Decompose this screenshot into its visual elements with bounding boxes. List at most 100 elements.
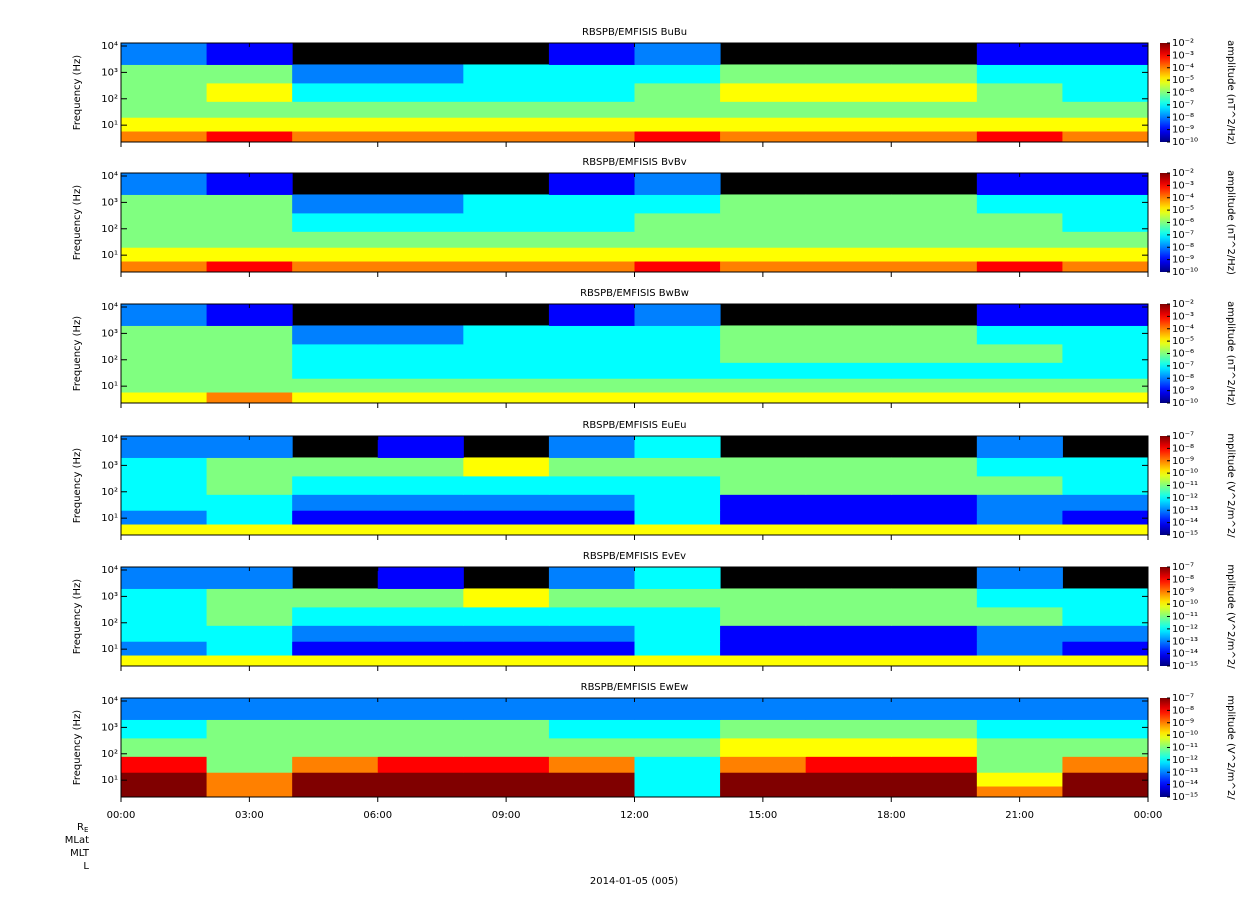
spectrogram-cell <box>292 756 379 773</box>
spectrogram-cell <box>377 261 464 273</box>
spectrogram-cell <box>720 64 807 84</box>
spectrogram-cell <box>548 304 635 326</box>
spectrogram-cell <box>377 117 464 132</box>
spectrogram-cell <box>377 698 464 720</box>
spectrogram-cell <box>1062 82 1149 102</box>
spectrogram-cell <box>377 655 464 667</box>
spectrogram-cell <box>292 212 379 232</box>
spectrogram-cell <box>1062 247 1149 262</box>
spectrogram-cell <box>548 772 635 787</box>
spectrogram-cell <box>206 625 293 642</box>
spectrogram-cell <box>121 524 208 536</box>
spectrogram-cell <box>463 131 550 143</box>
spectrogram-cell <box>634 772 721 787</box>
spectrogram-cell <box>1062 325 1149 345</box>
x-tick-label: 18:00 <box>877 810 906 821</box>
spectrogram-cell <box>720 131 807 143</box>
spectrogram-cell <box>206 304 293 326</box>
colorbar-label: amplitude (nT^2/Hz) <box>1225 301 1236 406</box>
spectrogram-cell <box>805 325 892 345</box>
spectrogram-cell <box>206 212 293 232</box>
spectrogram-cell <box>891 343 978 363</box>
spectrogram-cell <box>377 475 464 495</box>
spectrogram-cell <box>634 436 721 458</box>
spectrogram-cell <box>463 772 550 787</box>
spectrogram-cell <box>463 82 550 102</box>
spectrogram-cell <box>548 173 635 195</box>
spectrogram-cell <box>805 494 892 511</box>
spectrogram-cell <box>548 212 635 232</box>
spectrogram-cell <box>548 475 635 495</box>
spectrogram-cell <box>891 494 978 511</box>
spectrogram-cell <box>1062 101 1149 118</box>
panel-title: RBSPB/EMFISIS BuBu <box>582 27 687 38</box>
spectrogram-cell <box>634 343 721 363</box>
spectrogram-cell <box>548 343 635 363</box>
spectrogram-cell <box>720 212 807 232</box>
spectrogram-cell <box>634 231 721 248</box>
spectrogram-cell <box>976 325 1063 345</box>
spectrogram-cell <box>292 392 379 404</box>
spectrogram-cell <box>292 625 379 642</box>
spectrogram-cell <box>463 588 550 608</box>
spectrogram-cell <box>377 756 464 773</box>
spectrogram-cell <box>121 231 208 248</box>
spectrogram-cell <box>121 475 208 495</box>
spectrogram-cell <box>634 131 721 143</box>
spectrogram-cell <box>206 457 293 477</box>
spectrogram-cell <box>634 304 721 326</box>
spectrogram-cell <box>548 231 635 248</box>
spectrogram-cell <box>1062 343 1149 363</box>
spectrogram-cell <box>891 655 978 667</box>
spectrogram-cell <box>1062 606 1149 626</box>
spectrogram-cell <box>720 625 807 642</box>
spectrogram-cell <box>976 625 1063 642</box>
y-tick-label: 10³ <box>101 328 118 339</box>
spectrogram-cell <box>377 212 464 232</box>
colorbar-tick-label: 10⁻⁴ <box>1172 63 1194 74</box>
spectrogram-cell <box>206 362 293 379</box>
spectrogram-cell <box>720 655 807 667</box>
spectrogram-cell <box>121 212 208 232</box>
y-tick-label: 10³ <box>101 722 118 733</box>
spectrogram-cell <box>548 378 635 393</box>
spectrogram-cell <box>634 698 721 720</box>
spectrogram-cell <box>292 194 379 214</box>
spectrogram-cell <box>121 510 208 525</box>
spectrogram-cell <box>292 786 379 798</box>
spectrogram-cell <box>548 567 635 589</box>
x-tick-label: 00:00 <box>1134 810 1163 821</box>
y-tick-label: 10³ <box>101 197 118 208</box>
spectrogram-cell <box>1062 43 1149 65</box>
spectrogram-cell <box>206 325 293 345</box>
panel-title: RBSPB/EMFISIS EvEv <box>583 551 686 562</box>
colorbar-tick-label: 10⁻¹¹ <box>1172 481 1198 492</box>
spectrogram-cell <box>121 378 208 393</box>
spectrogram-cell <box>206 131 293 143</box>
spectrogram-cell <box>720 82 807 102</box>
spectrogram-cell <box>463 719 550 739</box>
spectrogram-cell <box>463 641 550 656</box>
spectrogram-cell <box>1062 131 1149 143</box>
spectrogram-cell <box>634 117 721 132</box>
colorbar-tick-label: 10⁻⁸ <box>1172 705 1194 716</box>
spectrogram-cell <box>891 698 978 720</box>
spectrogram-cell <box>292 247 379 262</box>
spectrogram-cell <box>891 212 978 232</box>
spectrogram-cell <box>463 101 550 118</box>
colorbar-tick-label: 10⁻¹⁰ <box>1172 137 1198 148</box>
spectrogram-cell <box>463 737 550 757</box>
spectrogram-cell <box>976 567 1063 589</box>
spectrogram-cell <box>976 378 1063 393</box>
colorbar-tick-label: 10⁻⁷ <box>1172 100 1194 111</box>
y-tick-label: 10¹ <box>101 120 118 131</box>
spectrogram-cell <box>292 606 379 626</box>
spectrogram-cell <box>976 475 1063 495</box>
colorbar-tick-label: 10⁻⁵ <box>1172 75 1194 86</box>
spectrogram-cell <box>377 567 464 589</box>
spectrogram-cell <box>976 173 1063 195</box>
x-tick-label: 06:00 <box>363 810 392 821</box>
spectrogram-cell <box>548 457 635 477</box>
y-tick-label: 10⁴ <box>101 565 118 576</box>
